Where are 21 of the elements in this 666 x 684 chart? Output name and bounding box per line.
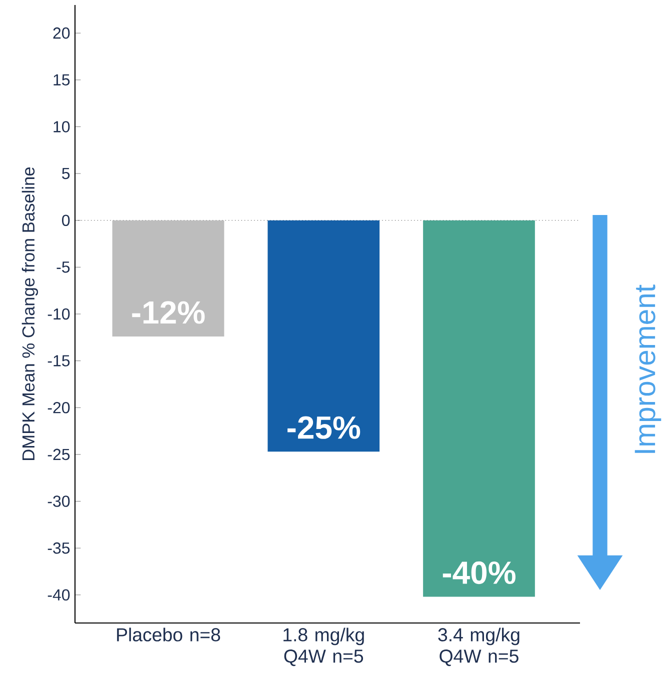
y-tick-label: -5 bbox=[56, 262, 70, 273]
y-axis-title: DMPK Mean % Change from Baseline bbox=[22, 167, 38, 460]
x-tick-label: Placebo n=8 bbox=[117, 628, 220, 642]
data-label: -40% bbox=[442, 561, 516, 584]
data-label: -25% bbox=[288, 416, 360, 439]
x-tick-label: 3.4 mg/kg Q4W n=5 bbox=[438, 628, 520, 666]
y-tick-label: -25 bbox=[48, 448, 70, 460]
y-tick-label: 15 bbox=[54, 74, 70, 86]
y-tick-label: 20 bbox=[53, 27, 70, 39]
data-label: -12% bbox=[132, 301, 205, 324]
y-tick-label: 10 bbox=[54, 121, 70, 132]
y-tick-label: -35 bbox=[48, 542, 70, 554]
x-tick-label: 1.8 mg/kg Q4W n=5 bbox=[284, 628, 364, 666]
y-tick-label: -40 bbox=[48, 589, 70, 601]
y-tick-label: 5 bbox=[62, 168, 70, 180]
y-tick-label: -30 bbox=[48, 496, 70, 507]
y-tick-label: 0 bbox=[62, 214, 70, 226]
y-tick-label: -10 bbox=[48, 308, 70, 320]
y-tick-label: -20 bbox=[48, 402, 70, 414]
text: Improvement bbox=[634, 284, 662, 453]
y-tick-label: -15 bbox=[48, 355, 70, 366]
